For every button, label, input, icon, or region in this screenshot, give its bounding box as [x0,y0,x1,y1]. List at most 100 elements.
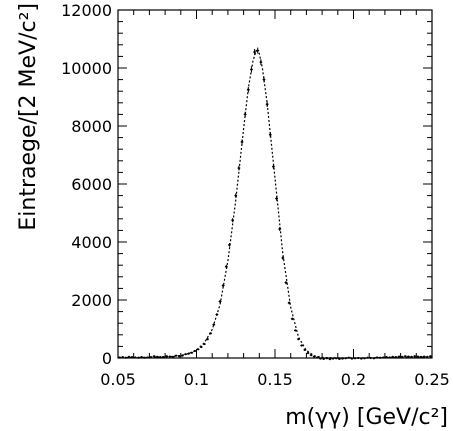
data-point [224,264,228,269]
data-point [410,355,413,358]
data-point [215,313,219,316]
data-point [124,356,128,359]
data-point [315,356,319,359]
point-marker [335,357,338,360]
point-marker [200,345,203,349]
point-marker [353,357,357,360]
data-point [381,356,385,359]
point-marker [250,68,253,71]
point-marker [382,356,385,359]
point-marker [278,227,281,231]
data-point [319,357,322,360]
point-marker [294,329,297,332]
point-marker [253,50,256,54]
data-point [312,355,316,358]
data-point [234,193,238,198]
point-marker [416,355,419,358]
data-point [359,357,363,360]
point-marker [140,356,143,359]
point-marker [259,61,262,64]
point-marker [134,356,137,359]
data-point [209,332,213,335]
point-marker [196,348,200,351]
data-point [140,356,143,359]
data-point [413,355,417,358]
data-point [400,355,404,358]
y-tick-label: 4000 [71,233,112,252]
point-marker [218,300,222,303]
data-point [347,356,351,359]
point-marker [162,356,165,359]
data-point [228,242,231,247]
data-point [253,49,256,56]
data-point [275,196,278,201]
data-point [281,256,285,260]
data-point [278,226,282,231]
data-point [184,353,187,356]
point-marker [397,355,401,358]
point-marker [272,165,275,168]
y-axis-ticks: 0 2000 4000 6000 8000 10000 12000 [61,1,432,368]
data-point [237,165,241,171]
point-marker [344,357,347,360]
x-tick-label: 0.2 [341,370,366,389]
point-marker [284,281,288,284]
x-tick-label: 0.25 [414,370,450,389]
data-point [407,355,410,358]
point-marker [310,354,313,357]
point-marker [153,355,156,358]
data-point [350,357,354,360]
data-point [294,329,297,332]
data-point [256,47,260,54]
point-marker [391,355,394,358]
data-point [397,355,401,358]
data-point [199,345,203,349]
point-marker [171,355,175,358]
data-point [353,357,357,360]
point-marker [288,301,291,304]
point-marker [322,357,325,360]
point-marker [366,356,369,359]
data-point [325,357,329,360]
x-tick-label: 0.15 [257,370,293,389]
data-point [202,342,206,346]
point-marker [419,355,423,358]
data-point [331,357,335,360]
point-marker [222,284,225,287]
point-marker [350,357,354,360]
data-point [155,355,159,358]
data-point [196,348,200,351]
point-marker [375,356,379,359]
point-marker [203,342,206,346]
data-point [334,357,338,360]
data-point [193,349,197,353]
point-marker [231,219,234,222]
data-point [177,355,181,358]
data-point [149,356,153,359]
data-point [391,355,395,358]
point-marker [215,313,219,316]
data-points-layer [118,47,432,361]
point-marker [149,356,153,359]
point-marker [379,356,382,359]
point-marker [394,356,397,359]
data-point [118,356,121,359]
point-marker [316,356,319,359]
data-point [218,300,222,303]
point-marker [121,356,124,359]
point-marker [247,88,250,91]
point-marker [225,265,228,268]
data-point [372,357,376,360]
point-marker [228,243,231,246]
point-marker [174,354,178,357]
point-marker [127,355,131,358]
point-marker [306,351,310,355]
data-point [165,355,169,358]
data-point [212,323,216,326]
data-point [162,356,165,359]
data-point [403,355,407,358]
data-point [171,355,175,358]
data-point [180,354,184,357]
point-marker [146,356,149,359]
